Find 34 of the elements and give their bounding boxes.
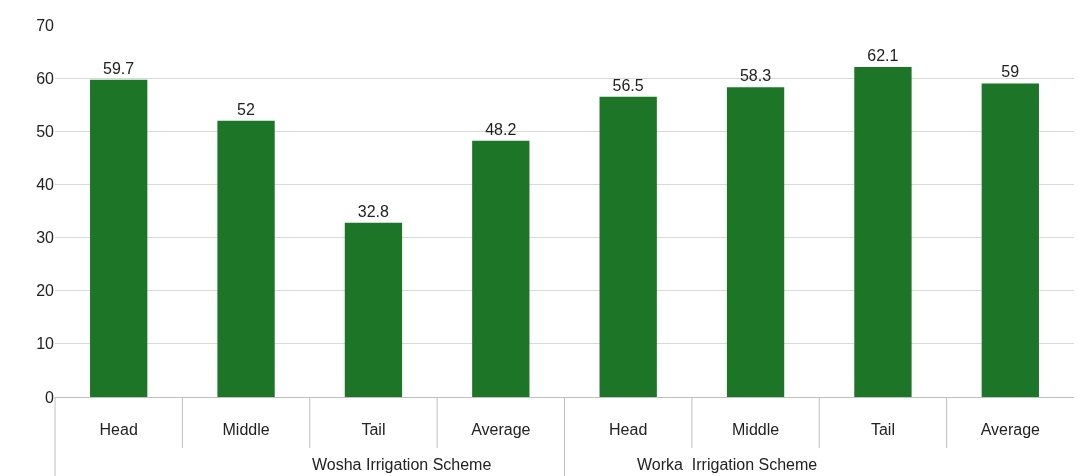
text: Wosha Irrigation Scheme	[312, 456, 492, 473]
x-tick-label: Head	[609, 421, 648, 439]
y-tick-label: 30	[36, 229, 55, 247]
data-label: 48.2	[485, 120, 517, 138]
bar	[217, 120, 275, 397]
x-tick-label: Average	[980, 421, 1041, 439]
y-tick-label: 10	[36, 335, 55, 353]
x-tick-label: Middle	[731, 421, 780, 439]
data-label: 62.1	[867, 46, 899, 64]
y-tick-label: 0	[45, 388, 55, 406]
data-label: 58.3	[739, 67, 772, 85]
x-tick-label: Middle	[222, 421, 270, 439]
bar	[981, 83, 1039, 397]
bar	[854, 66, 912, 397]
bar	[599, 96, 657, 397]
y-tick-label: 50	[36, 122, 55, 140]
y-tick-label: 70	[36, 16, 55, 34]
x-tick-label: Tail	[870, 421, 895, 439]
data-label: 59.7	[103, 59, 135, 77]
data-label: 59	[1001, 63, 1020, 81]
bar	[90, 79, 148, 397]
x-tick-label: Tail	[361, 421, 386, 439]
data-label: 52	[237, 100, 256, 118]
y-tick-label: 20	[36, 282, 55, 300]
y-tick-label: 60	[36, 69, 55, 87]
y-tick-label: 40	[36, 176, 55, 194]
data-label: 56.5	[612, 76, 644, 94]
bar	[344, 222, 403, 397]
bar	[472, 140, 530, 397]
x-tick-label: Head	[99, 421, 138, 439]
x-tick-label: Average	[471, 421, 531, 439]
data-label: 32.8	[357, 202, 390, 220]
text: Worka Irrigation Scheme	[637, 456, 818, 473]
bar	[726, 87, 785, 397]
